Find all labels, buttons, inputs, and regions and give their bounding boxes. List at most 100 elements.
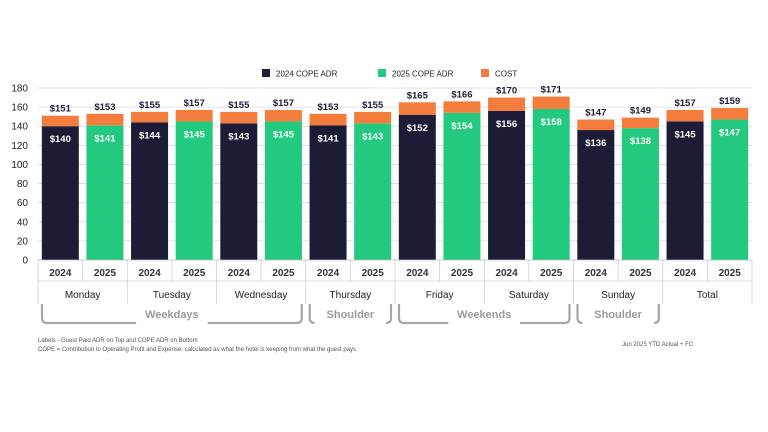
x-tick-year: 2024 (495, 268, 518, 279)
data-label-total: $149 (630, 106, 651, 117)
data-label-cope: $154 (451, 121, 473, 132)
y-tick-label: 180 (11, 84, 28, 95)
data-label-cope: $143 (362, 131, 383, 142)
data-label-cope: $147 (719, 128, 740, 139)
x-tick-day: Friday (426, 290, 454, 301)
x-tick-year: 2024 (228, 268, 251, 279)
x-tick-year: 2024 (49, 268, 72, 279)
bar-cost-monday-2024 (41, 115, 79, 127)
data-label-total: $155 (139, 100, 161, 111)
bar-cost-total-2025 (711, 108, 749, 120)
data-label-total: $159 (719, 96, 740, 107)
group-label-bg (314, 309, 387, 327)
bar-cost-tuesday-2025 (175, 109, 213, 122)
bar-cope-sunday-2025 (621, 128, 659, 260)
bar-cost-wednesday-2025 (264, 109, 302, 122)
data-label-cope: $136 (585, 138, 606, 149)
data-label-total: $165 (407, 90, 429, 101)
bar-cost-tuesday-2024 (131, 111, 169, 123)
bar-cope-friday-2025 (443, 112, 481, 260)
data-label-total: $157 (674, 98, 695, 109)
data-label-cope: $138 (630, 136, 651, 147)
x-tick-year: 2025 (272, 268, 295, 279)
legend-swatch-cope2024 (262, 69, 270, 77)
y-tick-label: 60 (17, 198, 29, 209)
data-label-cope: $144 (139, 130, 161, 141)
legend-label-cope2024: 2024 COPE ADR (276, 70, 338, 79)
data-label-cope: $158 (541, 117, 562, 128)
bar-cost-thursday-2024 (309, 113, 347, 126)
data-label-total: $157 (273, 98, 294, 109)
data-label-cope: $156 (496, 119, 517, 130)
bar-cost-saturday-2025 (532, 96, 570, 110)
x-tick-year: 2025 (94, 268, 117, 279)
bar-cope-saturday-2024 (488, 110, 526, 260)
x-tick-day: Saturday (509, 290, 549, 301)
x-tick-day: Total (697, 290, 718, 301)
legend-swatch-cope2025 (378, 69, 386, 77)
group-label-bg (448, 309, 521, 327)
x-tick-year: 2024 (138, 268, 161, 279)
bar-cost-sunday-2024 (577, 119, 615, 131)
legend-label-cost: COST (495, 70, 517, 79)
data-label-total: $157 (184, 98, 205, 109)
x-tick-year: 2024 (317, 268, 340, 279)
group-label: Weekdays (145, 309, 199, 321)
source-note: Jun 2025 YTD Actual + FC (622, 342, 694, 348)
x-tick-year: 2025 (362, 268, 385, 279)
bar-cost-thursday-2025 (354, 111, 392, 124)
chart-legend: 2024 COPE ADR 2025 COPE ADR COST (262, 69, 517, 79)
bar-cope-thursday-2025 (354, 123, 392, 260)
data-label-cope: $145 (273, 129, 295, 140)
data-label-cope: $152 (407, 123, 428, 134)
x-tick-day: Sunday (601, 290, 635, 301)
x-axis: 2024 2025 2024 2025 2024 2025 2024 2025 2024 2025… (37, 259, 753, 304)
y-tick-label: 120 (11, 141, 28, 152)
data-label-total: $171 (541, 85, 563, 96)
bar-cope-friday-2024 (398, 114, 436, 260)
bar-cope-monday-2024 (41, 126, 79, 260)
group-label-bg (582, 309, 654, 327)
x-tick-day: Wednesday (235, 290, 288, 301)
data-label-cope: $145 (674, 129, 696, 140)
y-axis: 0 20 40 60 80 100 120 140 160 180 (11, 84, 28, 267)
data-label-total: $170 (496, 86, 517, 97)
bar-cost-friday-2025 (443, 101, 481, 113)
data-label-cope: $141 (317, 133, 339, 144)
y-tick-label: 0 (22, 256, 28, 267)
x-tick-year: 2024 (674, 268, 697, 279)
x-tick-year: 2025 (719, 268, 742, 279)
y-tick-label: 160 (11, 103, 28, 114)
bar-cope-wednesday-2025 (264, 121, 302, 260)
bar-cope-sunday-2024 (577, 130, 615, 260)
bar-cost-total-2024 (666, 109, 704, 122)
footnote-labels: Labels - Guest Paid ADR on Top and COPE … (38, 338, 198, 344)
y-tick-label: 20 (17, 236, 29, 247)
group-label: Weekends (457, 309, 511, 321)
bars: $151 $140 $153 $141 $155 $144 $157 $145 $155 $143… (41, 85, 749, 261)
x-tick-year: 2024 (406, 268, 429, 279)
y-tick-label: 40 (17, 217, 29, 228)
bar-cope-saturday-2025 (532, 109, 570, 261)
data-label-total: $147 (585, 108, 606, 119)
x-tick-year: 2025 (629, 268, 652, 279)
bar-cost-wednesday-2024 (220, 111, 258, 124)
legend-label-cope2025: 2025 COPE ADR (392, 70, 454, 79)
x-tick-day: Tuesday (153, 290, 191, 301)
data-label-total: $151 (50, 104, 72, 115)
x-tick-year: 2025 (183, 268, 206, 279)
bar-cope-tuesday-2025 (175, 121, 213, 260)
data-label-cope: $140 (50, 134, 71, 145)
footnote-cope-definition: COPE = Contribution to Operating Profit … (38, 347, 357, 353)
bar-cost-saturday-2024 (488, 97, 526, 111)
bar-cost-sunday-2025 (621, 117, 659, 129)
x-tick-year: 2025 (540, 268, 563, 279)
bar-cost-friday-2024 (398, 102, 436, 115)
data-label-total: $155 (362, 100, 384, 111)
bar-cope-monday-2025 (86, 125, 124, 261)
data-label-total: $153 (317, 102, 338, 113)
data-label-total: $166 (451, 89, 472, 100)
data-label-total: $153 (94, 102, 115, 113)
bar-cope-total-2024 (666, 121, 704, 260)
